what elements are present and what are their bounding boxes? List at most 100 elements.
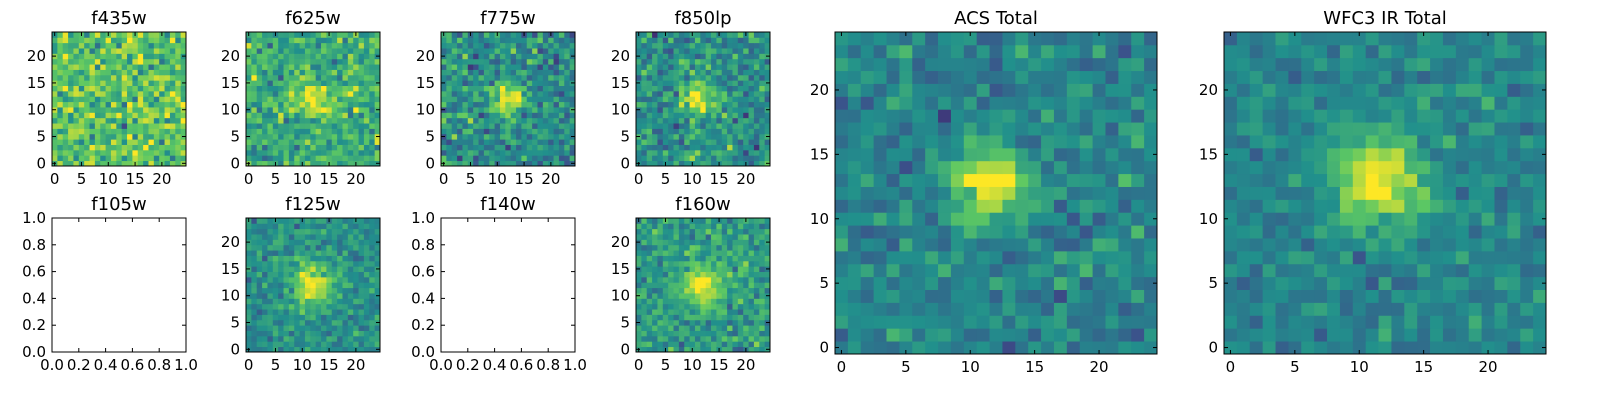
heatmap-cell (116, 74, 123, 81)
heatmap-cell (288, 160, 295, 167)
heatmap-cell (732, 244, 739, 251)
heatmap-cell (1079, 328, 1093, 342)
heatmap-cell (84, 139, 90, 145)
heatmap-cell (636, 101, 642, 108)
heatmap-cell (705, 223, 712, 230)
heatmap-cell (743, 37, 749, 44)
heatmap-cell (668, 69, 674, 76)
heatmap-cell (721, 117, 728, 124)
heatmap-cell (1118, 57, 1132, 72)
heatmap-cell (321, 149, 327, 156)
heatmap-cell (121, 155, 128, 162)
heatmap-cell (1002, 57, 1016, 72)
heatmap-cell (262, 293, 268, 299)
heatmap-cell (684, 74, 690, 81)
heatmap-cell (310, 341, 317, 348)
heatmap-cell (652, 228, 658, 235)
heatmap-cell (1015, 160, 1029, 175)
heatmap-cell (668, 123, 674, 129)
heatmap-cell (684, 260, 690, 267)
heatmap-cell (976, 315, 990, 329)
heatmap-cell (526, 133, 533, 140)
heatmap-cell (159, 133, 165, 140)
heatmap-cell (759, 69, 766, 76)
heatmap-cell (1002, 276, 1016, 290)
heatmap-cell (272, 155, 279, 162)
heatmap-cell (342, 53, 349, 60)
heatmap-cell (489, 123, 495, 129)
heatmap-cell (326, 325, 333, 331)
x-tick-label: 0.0 (40, 356, 64, 374)
heatmap-cell (505, 42, 512, 49)
heatmap-cell (641, 37, 648, 44)
heatmap-cell (337, 346, 343, 353)
heatmap-cell (68, 128, 74, 135)
heatmap-cell (1002, 173, 1016, 187)
heatmap-cell (700, 335, 707, 342)
heatmap-cell (678, 228, 685, 235)
heatmap-cell (1015, 57, 1029, 72)
heatmap-cell (689, 250, 696, 256)
heatmap-cell (321, 282, 327, 289)
heatmap-cell (494, 149, 501, 156)
heatmap-cell (705, 309, 712, 315)
heatmap-cell (764, 260, 771, 267)
heatmap-cell (256, 228, 263, 235)
heatmap-cell (748, 139, 755, 145)
heatmap-cell (84, 90, 90, 97)
heatmap-cell (716, 58, 723, 65)
heatmap-cell (342, 139, 349, 145)
heatmap-cell (548, 144, 554, 151)
heatmap-cell (143, 48, 149, 54)
heatmap-cell (342, 64, 349, 70)
heatmap-cell (1053, 212, 1068, 226)
heatmap-cell (321, 244, 327, 251)
heatmap-cell (753, 139, 760, 145)
heatmap-cell (342, 276, 349, 283)
heatmap-cell (537, 69, 544, 76)
heatmap-cell (873, 147, 887, 162)
heatmap-cell (732, 298, 739, 305)
heatmap-cell (646, 276, 653, 283)
heatmap-cell (283, 53, 290, 60)
heatmap-cell (976, 135, 990, 149)
heatmap-cell (700, 133, 707, 140)
heatmap-cell (478, 53, 485, 60)
heatmap-cell (899, 186, 913, 200)
heatmap-cell (337, 303, 343, 310)
heatmap-cell (641, 133, 648, 140)
heatmap-cell (689, 80, 696, 86)
heatmap-cell (499, 90, 506, 97)
heatmap-cell (105, 64, 112, 70)
heatmap-cell (1339, 289, 1354, 303)
heatmap-cell (358, 325, 365, 331)
heatmap-cell (489, 112, 495, 119)
heatmap-cell (78, 101, 85, 108)
heatmap-cell (116, 112, 123, 119)
heatmap-cell (326, 341, 333, 348)
heatmap-cell (553, 90, 560, 97)
heatmap-cell (353, 244, 359, 251)
heatmap-cell (753, 287, 760, 294)
heatmap-cell (89, 90, 96, 97)
heatmap-cell (310, 287, 317, 294)
heatmap-cell (912, 135, 926, 149)
heatmap-cell (1144, 328, 1158, 342)
heatmap-cell (1092, 109, 1106, 123)
heatmap-cell (62, 53, 69, 60)
heatmap-cell (278, 319, 284, 326)
heatmap-cell (721, 287, 728, 294)
heatmap-cell (489, 160, 495, 167)
heatmap-cell (337, 325, 343, 331)
heatmap-cell (57, 101, 64, 108)
heatmap-cell (441, 58, 447, 65)
heatmap-cell (110, 64, 117, 70)
heatmap-cell (641, 287, 648, 294)
heatmap-cell (315, 223, 322, 230)
heatmap-cell (310, 144, 317, 151)
heatmap-cell (137, 139, 144, 145)
heatmap-cell (331, 90, 338, 97)
heatmap-cell (641, 53, 648, 60)
heatmap-cell (68, 139, 74, 145)
heatmap-cell (288, 341, 295, 348)
